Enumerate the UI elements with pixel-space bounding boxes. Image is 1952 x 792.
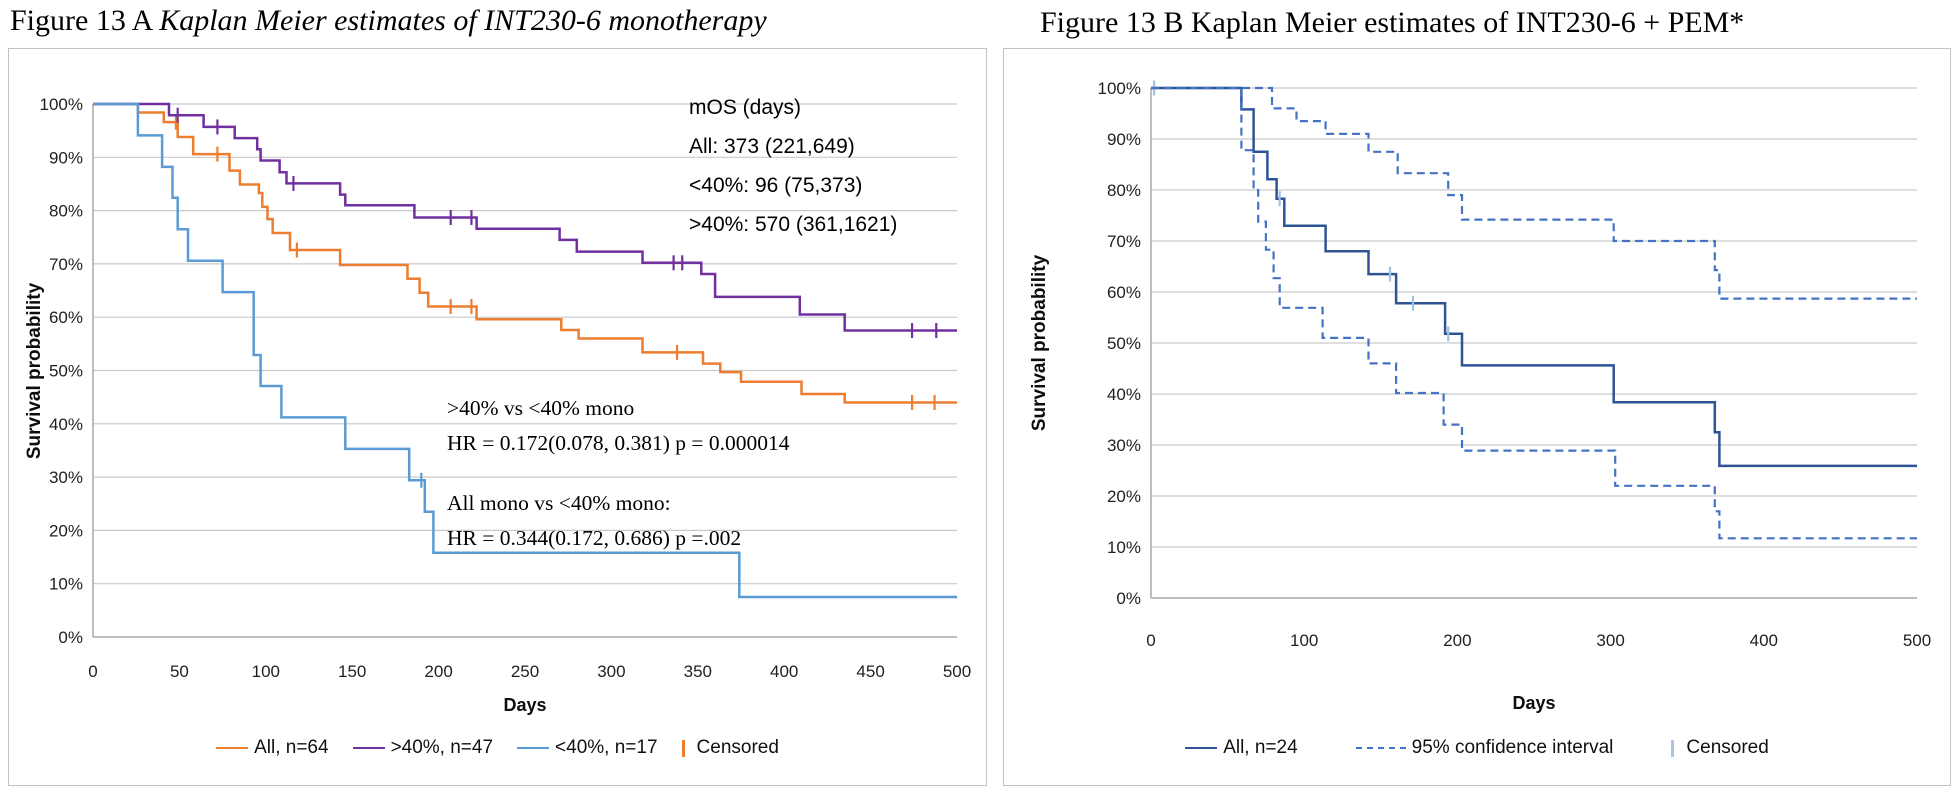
- y-tick-label: 40%: [1107, 385, 1141, 404]
- legend-label: <40%, n=17: [555, 737, 658, 758]
- legend-item: 95% confidence interval: [1355, 737, 1614, 759]
- figure-b-title: Figure 13 B Kaplan Meier estimates of IN…: [1040, 6, 1744, 40]
- legend-label: All, n=64: [254, 737, 329, 758]
- y-tick-label: 20%: [49, 521, 83, 540]
- line-sample-icon: [216, 747, 249, 749]
- legend-label: Censored: [1686, 737, 1769, 758]
- hr-line: >40% vs <40% mono: [447, 396, 635, 420]
- legend-item-censored: Censored: [681, 737, 779, 759]
- figure-b-legend: All, n=24 95% confidence interval Censored: [1004, 737, 1950, 759]
- y-tick-label: 100%: [1098, 79, 1141, 98]
- x-tick-label: 300: [1596, 631, 1624, 650]
- survival-curve: [1151, 86, 1917, 540]
- y-tick-label: 60%: [1107, 283, 1141, 302]
- mos-annotation: mOS (days) All: 373 (221,649) <40%: 96 (…: [689, 88, 897, 244]
- figure-a-plot: 0% 10% 20% 30% 40% 50% 60% 70% 80% 90% 100% 0 50 100 1…: [40, 95, 972, 681]
- hr-line: All mono vs <40% mono:: [447, 491, 671, 515]
- x-tick-label: 450: [856, 662, 884, 681]
- line-sample-icon: [352, 747, 385, 749]
- censor-tick-sample-icon: [1671, 739, 1675, 757]
- mos-line: mOS (days): [689, 96, 802, 119]
- y-tick-label: 90%: [49, 148, 83, 167]
- y-tick-label: 20%: [1107, 487, 1141, 506]
- y-tick-label: 30%: [49, 468, 83, 487]
- legend-label: All, n=24: [1223, 737, 1298, 758]
- y-tick-label: 70%: [1107, 232, 1141, 251]
- y-tick-label: 0%: [1116, 589, 1141, 608]
- y-tick-label: 80%: [49, 202, 83, 221]
- y-tick-label: 60%: [49, 308, 83, 327]
- x-tick-label: 100: [1290, 631, 1318, 650]
- y-tick-label: 100%: [40, 95, 83, 114]
- y-tick-label: 30%: [1107, 436, 1141, 455]
- figure-a-title-italic: Kaplan Meier estimates of INT230-6 monot…: [159, 4, 767, 37]
- hr-line: HR = 0.344(0.172, 0.686) p =.002: [447, 526, 742, 550]
- survival-curve: [93, 102, 957, 599]
- y-tick-label: 70%: [49, 255, 83, 274]
- y-tick-label: 50%: [1107, 334, 1141, 353]
- legend-label: >40%, n=47: [390, 737, 494, 758]
- mos-line: All: 373 (221,649): [689, 135, 855, 158]
- y-tick-label: 0%: [58, 628, 83, 647]
- x-tick-label: 0: [1146, 631, 1155, 650]
- hr-annotation-all-vs-lt40: All mono vs <40% mono: HR = 0.344(0.172,…: [447, 486, 741, 556]
- x-tick-label: 50: [170, 662, 189, 681]
- legend-item: >40%, n=47: [352, 737, 494, 759]
- mos-line: >40%: 570 (361,1621): [689, 213, 898, 236]
- line-sample-icon: [517, 747, 550, 749]
- x-tick-label: 100: [252, 662, 280, 681]
- figure-a-y-axis-title: Survival probability: [24, 282, 45, 460]
- y-tick-label: 90%: [1107, 130, 1141, 149]
- x-tick-label: 400: [770, 662, 798, 681]
- y-tick-label: 80%: [1107, 181, 1141, 200]
- legend-item: All, n=64: [216, 737, 329, 759]
- dashed-line-sample-icon: [1355, 747, 1406, 749]
- x-tick-label: 200: [424, 662, 452, 681]
- hr-annotation-gt40-vs-lt40: >40% vs <40% mono HR = 0.172(0.078, 0.38…: [447, 391, 790, 461]
- line-sample-icon: [1185, 747, 1218, 749]
- hr-line: HR = 0.172(0.078, 0.381) p = 0.000014: [447, 431, 790, 455]
- legend-item: <40%, n=17: [517, 737, 658, 759]
- mos-line: <40%: 96 (75,373): [689, 174, 863, 197]
- survival-curve: [1151, 86, 1917, 300]
- figure-a-legend: All, n=64 >40%, n=47 <40%, n=17 Censored: [9, 737, 986, 759]
- figure-a-title-prefix: Figure 13 A: [10, 4, 160, 37]
- figure-b-plot: 0% 10% 20% 30% 40% 50% 60% 70% 80% 90% 100% 0 100 200…: [1098, 79, 1932, 650]
- x-tick-label: 350: [684, 662, 712, 681]
- x-tick-label: 150: [338, 662, 366, 681]
- x-tick-label: 0: [88, 662, 97, 681]
- figure-b-title-text: Figure 13 B Kaplan Meier estimates of IN…: [1040, 6, 1745, 39]
- legend-item-censored: Censored: [1671, 737, 1769, 759]
- survival-curve: [93, 102, 957, 404]
- x-tick-label: 250: [511, 662, 539, 681]
- censor-tick-sample-icon: [681, 739, 685, 757]
- survival-curve: [1151, 86, 1917, 468]
- figure-b-y-axis-title: Survival probability: [1029, 254, 1050, 432]
- y-tick-label: 50%: [49, 362, 83, 381]
- figure-a-title: Figure 13 A Kaplan Meier estimates of IN…: [10, 4, 767, 38]
- legend-item: All, n=24: [1185, 737, 1298, 759]
- figure-b-chart: 0% 10% 20% 30% 40% 50% 60% 70% 80% 90% 100% 0 100 200…: [1003, 48, 1951, 786]
- y-tick-label: 40%: [49, 415, 83, 434]
- figure-a-chart: 0% 10% 20% 30% 40% 50% 60% 70% 80% 90% 100% 0 50 100 1…: [8, 48, 987, 786]
- survival-curve: [93, 102, 957, 332]
- legend-label: Censored: [696, 737, 779, 758]
- x-tick-label: 300: [597, 662, 625, 681]
- x-tick-label: 500: [1903, 631, 1931, 650]
- figure-a-x-axis-title: Days: [503, 695, 547, 715]
- figure-b-x-axis-title: Days: [1512, 693, 1556, 713]
- x-tick-label: 500: [943, 662, 971, 681]
- legend-label: 95% confidence interval: [1411, 737, 1614, 758]
- y-tick-label: 10%: [49, 575, 83, 594]
- x-tick-label: 400: [1750, 631, 1778, 650]
- y-tick-label: 10%: [1107, 538, 1141, 557]
- x-tick-label: 200: [1443, 631, 1471, 650]
